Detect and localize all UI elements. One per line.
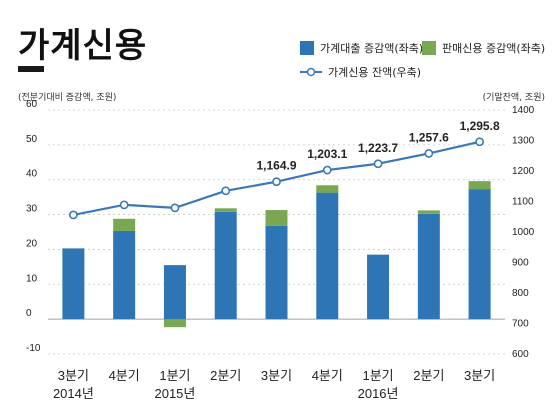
right-tick-label: 600 xyxy=(512,349,529,360)
right-tick-label: 900 xyxy=(512,258,529,269)
sales-bar xyxy=(417,210,440,214)
legend-balance-marker xyxy=(300,67,322,77)
page-title: 가계신용 xyxy=(18,26,148,66)
loan-bar xyxy=(214,211,237,320)
left-tick-label: 30 xyxy=(26,204,38,215)
right-tick-label: 1100 xyxy=(512,197,534,208)
loan-bar xyxy=(265,225,288,320)
category-label: 3분기 xyxy=(261,368,292,383)
sales-bar xyxy=(113,218,136,231)
balance-point xyxy=(373,159,383,169)
legend-loans-swatch xyxy=(300,41,314,55)
legend-balance: 가계신용 잔액(우축) xyxy=(300,64,421,80)
category-label: 2분기 xyxy=(413,368,444,383)
balance-data-label: 1,223.7 xyxy=(358,141,398,155)
balance-point xyxy=(322,165,332,175)
right-tick-label: 1300 xyxy=(512,136,535,147)
balance-data-label: 1,203.1 xyxy=(307,147,347,161)
right-tick-label: 1200 xyxy=(512,166,535,177)
balance-point xyxy=(119,200,129,210)
right-tick-label: 700 xyxy=(512,319,529,330)
balance-point xyxy=(221,186,231,196)
loan-bar xyxy=(417,213,440,320)
left-tick-label: 10 xyxy=(26,273,38,284)
loan-bar xyxy=(163,265,186,320)
balance-data-label: 1,257.6 xyxy=(409,130,449,144)
right-tick-label: 800 xyxy=(512,288,529,299)
legend-sales: 판매신용 증감액(좌축) xyxy=(422,40,545,56)
category-label: 4분기 xyxy=(109,368,140,383)
left-tick-label: -10 xyxy=(26,343,41,354)
sales-bar xyxy=(468,181,491,190)
balance-point xyxy=(424,149,434,158)
legend-sales-label: 판매신용 증감액(좌축) xyxy=(442,42,546,55)
left-tick-label: 50 xyxy=(26,134,38,145)
loan-bar xyxy=(468,189,491,320)
legend-loans: 가계대출 증감액(좌축) xyxy=(300,40,423,56)
loan-bar xyxy=(62,248,85,320)
balance-point xyxy=(272,177,281,187)
category-label: 1분기 xyxy=(159,368,190,383)
left-tick-label: 0 xyxy=(26,308,32,319)
year-label: 2014년 xyxy=(53,386,94,401)
sales-bar xyxy=(316,185,339,193)
loan-bar xyxy=(113,230,136,320)
sales-bar xyxy=(214,208,237,212)
legend-loans-label: 가계대출 증감액(좌축) xyxy=(320,42,424,55)
category-label: 1분기 xyxy=(362,368,393,383)
balance-data-label: 1,164.9 xyxy=(256,159,296,173)
left-tick-label: 40 xyxy=(26,169,38,180)
category-label: 3분기 xyxy=(464,368,495,383)
left-tick-label: 60 xyxy=(26,99,38,110)
balance-data-label: 1,295.8 xyxy=(460,119,500,133)
right-axis-note: (기말잔액, 조원) xyxy=(482,93,545,103)
title-underline xyxy=(18,66,44,72)
sales-bar xyxy=(265,210,288,226)
balance-point xyxy=(475,137,485,147)
category-label: 4분기 xyxy=(312,368,343,383)
left-tick-label: 20 xyxy=(26,238,38,249)
legend-balance-label: 가계신용 잔액(우축) xyxy=(328,66,422,79)
loan-bar xyxy=(316,192,339,320)
category-label: 3분기 xyxy=(58,368,89,383)
legend-sales-swatch xyxy=(422,41,436,55)
sales-bar xyxy=(163,319,186,328)
category-label: 2분기 xyxy=(210,368,241,383)
year-label: 2016년 xyxy=(358,386,399,401)
left-axis-note: (전분기대비 증감액, 조원) xyxy=(18,93,117,103)
year-label: 2015년 xyxy=(154,386,195,401)
balance-point xyxy=(68,210,78,220)
balance-point xyxy=(170,203,180,213)
right-tick-label: 1400 xyxy=(512,105,535,116)
right-tick-label: 1000 xyxy=(512,227,535,238)
loan-bar xyxy=(367,254,390,320)
